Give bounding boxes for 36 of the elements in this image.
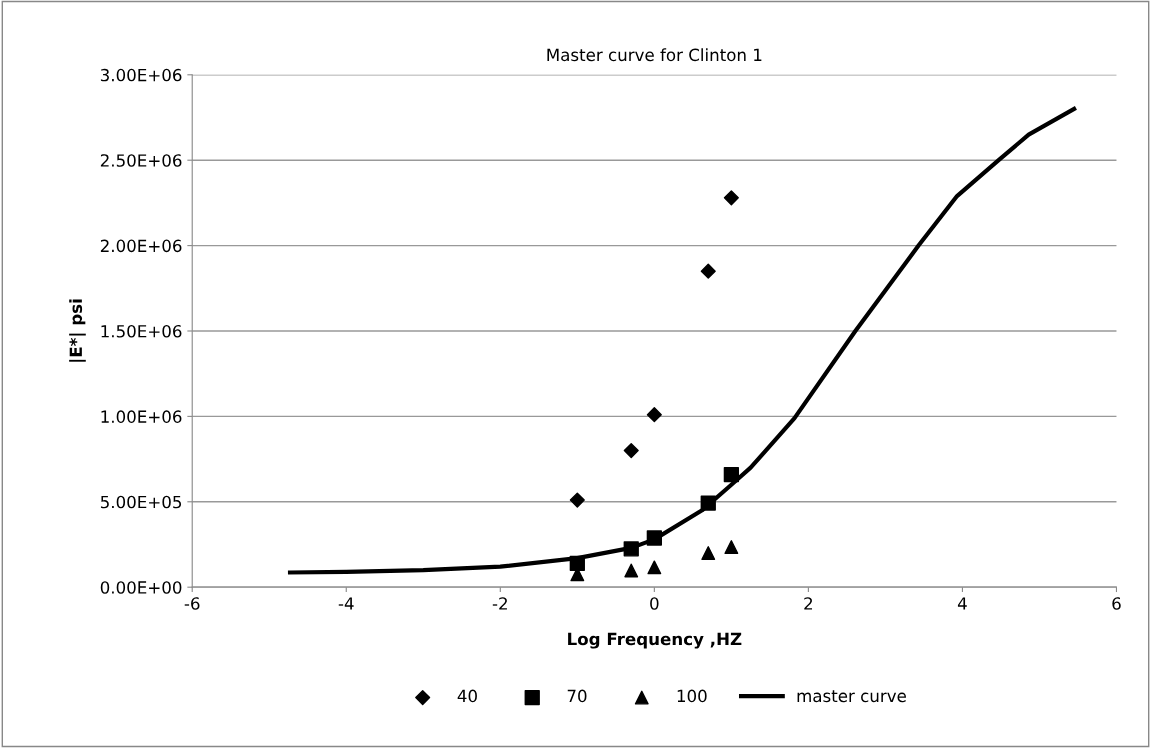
point xyxy=(723,466,740,483)
point xyxy=(723,190,739,206)
y-tick-label: 2.00E+06 xyxy=(100,239,182,253)
x-tick-label: -4 xyxy=(338,597,354,610)
point xyxy=(623,442,639,459)
legend-label: master curve xyxy=(797,690,906,703)
point xyxy=(624,563,639,578)
point xyxy=(647,560,662,575)
point xyxy=(623,541,639,557)
legend-label: 40 xyxy=(457,689,477,703)
x-tick-label: 6 xyxy=(1112,597,1121,610)
chart-title: Master curve for Clinton 1 xyxy=(547,48,762,62)
line-series xyxy=(287,106,1077,575)
x-axis-title: Log Frequency ,HZ xyxy=(568,632,742,649)
x-tick-label: 0 xyxy=(650,597,659,610)
point xyxy=(569,555,585,571)
y-tick-label: 2.50E+06 xyxy=(100,154,182,167)
point xyxy=(569,492,585,508)
x-tick-label: -6 xyxy=(184,597,200,610)
x-tick-label: -2 xyxy=(492,597,507,610)
y-tick-label: 1.00E+06 xyxy=(101,410,182,423)
legend-label: 100 xyxy=(677,689,707,703)
y-axis-title: |E*| psi xyxy=(69,299,86,362)
y-tick-label: 3.00E+06 xyxy=(100,68,182,82)
point xyxy=(724,540,739,554)
point xyxy=(646,530,662,546)
y-tick-label: 0.00E+00 xyxy=(100,581,182,594)
x-tick-label: 4 xyxy=(957,597,967,610)
legend-label: 70 xyxy=(567,689,587,703)
x-tick-label: 2 xyxy=(804,597,813,610)
y-tick-label: 5.00E+05 xyxy=(100,495,182,509)
point xyxy=(646,407,662,423)
point xyxy=(700,495,716,511)
point xyxy=(701,546,716,560)
point xyxy=(700,263,716,279)
y-tick-label: 1.50E+06 xyxy=(101,324,182,338)
